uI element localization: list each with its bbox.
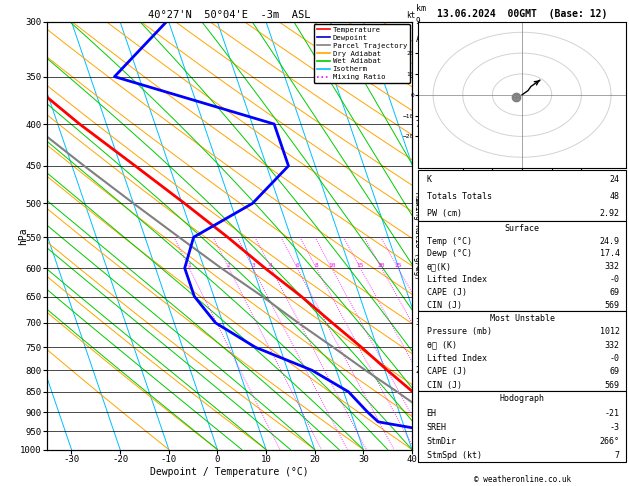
Text: -21: -21 <box>604 409 620 417</box>
Text: 2: 2 <box>227 263 231 268</box>
Text: Most Unstable: Most Unstable <box>489 314 555 323</box>
Text: CAPE (J): CAPE (J) <box>426 367 467 376</box>
Text: -0: -0 <box>610 354 620 363</box>
Text: 332: 332 <box>604 341 620 349</box>
X-axis label: Dewpoint / Temperature (°C): Dewpoint / Temperature (°C) <box>150 467 309 477</box>
Text: 9: 9 <box>416 17 420 26</box>
Text: Lifted Index: Lifted Index <box>426 275 487 284</box>
Text: 6: 6 <box>416 199 420 208</box>
Text: -3: -3 <box>610 423 620 432</box>
Text: 20: 20 <box>377 263 385 268</box>
Text: 3: 3 <box>416 318 420 328</box>
Text: Mixing Ratio (g/kg): Mixing Ratio (g/kg) <box>413 192 422 279</box>
Text: -0: -0 <box>610 275 620 284</box>
Text: Pressure (mb): Pressure (mb) <box>426 327 492 336</box>
Text: 3: 3 <box>251 263 255 268</box>
Text: © weatheronline.co.uk: © weatheronline.co.uk <box>474 474 571 484</box>
FancyBboxPatch shape <box>418 170 626 221</box>
Text: 7: 7 <box>416 120 420 129</box>
Text: 1: 1 <box>187 263 191 268</box>
Text: kt: kt <box>406 11 415 20</box>
Text: 24: 24 <box>610 175 620 184</box>
Text: 7: 7 <box>615 451 620 460</box>
FancyBboxPatch shape <box>418 311 626 391</box>
Text: 2.92: 2.92 <box>599 209 620 218</box>
Text: Totals Totals: Totals Totals <box>426 192 492 201</box>
Text: 1LCL: 1LCL <box>416 427 434 436</box>
Title: 40°27'N  50°04'E  -3m  ASL: 40°27'N 50°04'E -3m ASL <box>148 10 311 20</box>
Text: Temp (°C): Temp (°C) <box>426 237 472 245</box>
Text: 1012: 1012 <box>599 327 620 336</box>
FancyBboxPatch shape <box>418 391 626 462</box>
Text: 13.06.2024  00GMT  (Base: 12): 13.06.2024 00GMT (Base: 12) <box>437 9 607 19</box>
Text: Lifted Index: Lifted Index <box>426 354 487 363</box>
Text: 569: 569 <box>604 381 620 390</box>
Text: 4: 4 <box>416 263 420 273</box>
Text: Dewp (°C): Dewp (°C) <box>426 249 472 259</box>
Text: θᴄ (K): θᴄ (K) <box>426 341 457 349</box>
Text: CIN (J): CIN (J) <box>426 301 462 310</box>
Text: CIN (J): CIN (J) <box>426 381 462 390</box>
Text: 69: 69 <box>610 367 620 376</box>
Text: 266°: 266° <box>599 437 620 446</box>
Text: ASL: ASL <box>416 35 431 44</box>
Text: km: km <box>416 4 426 13</box>
Text: 2: 2 <box>416 366 420 375</box>
Text: 6: 6 <box>295 263 299 268</box>
Text: hPa: hPa <box>18 227 28 244</box>
Text: CAPE (J): CAPE (J) <box>426 288 467 297</box>
FancyBboxPatch shape <box>418 221 626 311</box>
Text: 332: 332 <box>604 262 620 271</box>
Legend: Temperature, Dewpoint, Parcel Trajectory, Dry Adiabat, Wet Adiabat, Isotherm, Mi: Temperature, Dewpoint, Parcel Trajectory… <box>314 24 410 83</box>
Text: 569: 569 <box>604 301 620 310</box>
Text: 25: 25 <box>394 263 402 268</box>
Text: θᴄ(K): θᴄ(K) <box>426 262 452 271</box>
Text: K: K <box>426 175 431 184</box>
Text: 69: 69 <box>610 288 620 297</box>
Text: 15: 15 <box>357 263 364 268</box>
Text: 8: 8 <box>314 263 318 268</box>
Text: 24.9: 24.9 <box>599 237 620 245</box>
Text: 17.4: 17.4 <box>599 249 620 259</box>
Text: Surface: Surface <box>504 224 540 233</box>
Text: SREH: SREH <box>426 423 447 432</box>
Text: StmSpd (kt): StmSpd (kt) <box>426 451 482 460</box>
Text: EH: EH <box>426 409 437 417</box>
Text: 10: 10 <box>328 263 335 268</box>
Text: PW (cm): PW (cm) <box>426 209 462 218</box>
Text: 4: 4 <box>269 263 273 268</box>
Text: 48: 48 <box>610 192 620 201</box>
Text: StmDir: StmDir <box>426 437 457 446</box>
Text: Hodograph: Hodograph <box>499 395 545 403</box>
